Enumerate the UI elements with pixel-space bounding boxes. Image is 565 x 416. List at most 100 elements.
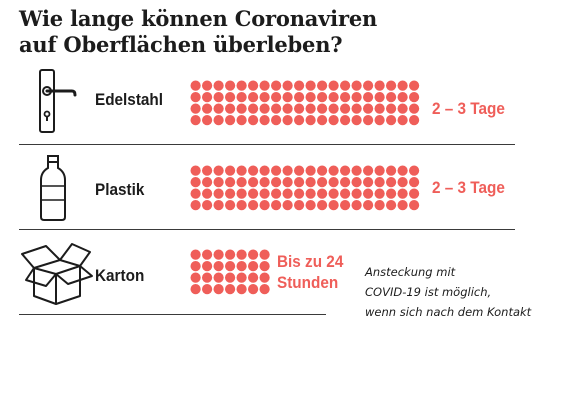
dot (397, 80, 408, 91)
dots-edelstahl (190, 80, 420, 126)
dot (248, 249, 259, 260)
dot (271, 165, 282, 176)
dot (271, 92, 282, 103)
dot (248, 165, 259, 176)
dot (190, 272, 201, 283)
dot (202, 103, 213, 114)
dot (317, 115, 328, 126)
dot (271, 103, 282, 114)
dot (409, 165, 420, 176)
dot (386, 103, 397, 114)
dot (259, 177, 270, 188)
dot (282, 188, 293, 199)
dot (294, 165, 305, 176)
dot (202, 284, 213, 295)
dot (202, 80, 213, 91)
dot (213, 188, 224, 199)
dot (190, 92, 201, 103)
dot (213, 284, 224, 295)
dot (225, 103, 236, 114)
dot (340, 92, 351, 103)
dot (236, 165, 247, 176)
dot (294, 200, 305, 211)
dot (317, 200, 328, 211)
dot (248, 188, 259, 199)
dot (305, 200, 316, 211)
note-text: Ansteckung mit COVID-19 ist möglich, wen… (365, 262, 531, 322)
dot (294, 103, 305, 114)
dot (248, 284, 259, 295)
dot (409, 92, 420, 103)
dot (397, 103, 408, 114)
dot (259, 165, 270, 176)
dot (328, 80, 339, 91)
dot (259, 80, 270, 91)
dot (259, 261, 270, 272)
dot (190, 261, 201, 272)
separator-3 (19, 314, 326, 315)
dot (225, 249, 236, 260)
dot (409, 177, 420, 188)
dot (236, 284, 247, 295)
dot (363, 115, 374, 126)
dot (317, 165, 328, 176)
duration-karton: Bis zu 24 Stunden (277, 251, 343, 293)
note-line-2: COVID-19 ist möglich, (365, 285, 492, 299)
dot (282, 165, 293, 176)
row-label-edelstahl: Edelstahl (95, 90, 164, 109)
dot (328, 200, 339, 211)
dot (374, 188, 385, 199)
dot (225, 272, 236, 283)
dot (190, 115, 201, 126)
dot (213, 92, 224, 103)
dot (202, 272, 213, 283)
dot (248, 92, 259, 103)
dot (351, 200, 362, 211)
dot (259, 115, 270, 126)
title-line-1: Wie lange können Coronaviren (19, 6, 378, 31)
dot (386, 115, 397, 126)
dot (386, 80, 397, 91)
dot (386, 188, 397, 199)
dot (248, 200, 259, 211)
dot (213, 103, 224, 114)
dot (248, 261, 259, 272)
dot (271, 115, 282, 126)
dot (363, 103, 374, 114)
dot (340, 115, 351, 126)
dot (397, 115, 408, 126)
dot (340, 80, 351, 91)
dot (202, 115, 213, 126)
dot (351, 188, 362, 199)
dot (202, 177, 213, 188)
dot (397, 177, 408, 188)
dot (225, 284, 236, 295)
dot (259, 103, 270, 114)
dots-plastik (190, 165, 420, 211)
dot (409, 200, 420, 211)
dot (225, 92, 236, 103)
dot (374, 200, 385, 211)
dot (213, 249, 224, 260)
dot (351, 177, 362, 188)
dot (225, 80, 236, 91)
dot (282, 92, 293, 103)
dot (248, 177, 259, 188)
dot (236, 92, 247, 103)
dot (363, 188, 374, 199)
dot (190, 80, 201, 91)
dot (328, 165, 339, 176)
dot (271, 177, 282, 188)
dot (248, 272, 259, 283)
dot (317, 92, 328, 103)
dot (202, 165, 213, 176)
dot (248, 80, 259, 91)
dot (202, 249, 213, 260)
dot (294, 92, 305, 103)
dot (363, 165, 374, 176)
dot (328, 188, 339, 199)
dot (317, 80, 328, 91)
dot (236, 115, 247, 126)
dot (305, 92, 316, 103)
dot (190, 284, 201, 295)
